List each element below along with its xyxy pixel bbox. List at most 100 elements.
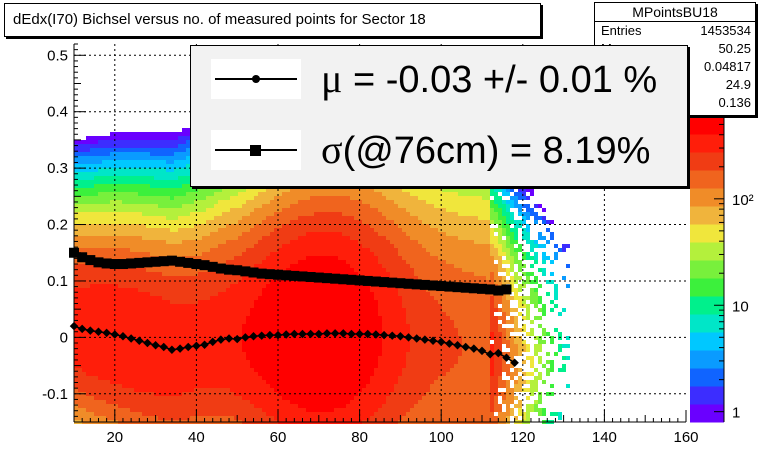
- heatmap-cell: [202, 296, 206, 300]
- heatmap-cell: [326, 212, 330, 216]
- heatmap-cell: [282, 232, 286, 236]
- heatmap-cell: [146, 352, 150, 356]
- heatmap-cell: [94, 268, 98, 272]
- heatmap-cell: [218, 344, 222, 348]
- heatmap-cell: [190, 316, 194, 320]
- heatmap-cell: [178, 156, 182, 160]
- heatmap-cell: [278, 256, 282, 260]
- heatmap-cell: [294, 212, 298, 216]
- heatmap-cell: [106, 204, 110, 208]
- heatmap-cell: [310, 260, 314, 264]
- heatmap-cell: [90, 244, 94, 248]
- heatmap-cell: [318, 228, 322, 232]
- heatmap-cell: [266, 192, 270, 196]
- heatmap-cell: [106, 232, 110, 236]
- heatmap-cell: [102, 400, 106, 404]
- heatmap-cell: [106, 244, 110, 248]
- heatmap-cell: [294, 408, 298, 412]
- heatmap-cell: [150, 224, 154, 228]
- heatmap-cell: [182, 304, 186, 308]
- heatmap-cell: [114, 132, 118, 136]
- heatmap-cell: [142, 272, 146, 276]
- heatmap-cell: [218, 324, 222, 328]
- heatmap-cell: [290, 284, 294, 288]
- heatmap-cell: [138, 184, 142, 188]
- heatmap-cell: [202, 352, 206, 356]
- heatmap-cell: [278, 416, 282, 420]
- heatmap-cell: [282, 260, 286, 264]
- heatmap-cell: [190, 340, 194, 344]
- heatmap-cell: [230, 372, 234, 376]
- heatmap-cell: [206, 256, 210, 260]
- heatmap-cell: [78, 220, 82, 224]
- heatmap-cell: [102, 184, 106, 188]
- heatmap-cell: [118, 304, 122, 308]
- heatmap-cell: [234, 408, 238, 412]
- heatmap-cell: [298, 400, 302, 404]
- heatmap-cell: [174, 168, 178, 172]
- heatmap-cell: [278, 352, 282, 356]
- heatmap-cell: [198, 360, 202, 364]
- heatmap-cell: [114, 196, 118, 200]
- heatmap-cell: [146, 316, 150, 320]
- heatmap-cell: [114, 356, 118, 360]
- heatmap-cell: [90, 192, 94, 196]
- heatmap-cell: [102, 144, 106, 148]
- heatmap-cell: [130, 316, 134, 320]
- heatmap-cell: [226, 340, 230, 344]
- heatmap-cell: [274, 256, 278, 260]
- heatmap-cell: [214, 324, 218, 328]
- heatmap-cell: [278, 396, 282, 400]
- heatmap-cell: [110, 280, 114, 284]
- heatmap-cell: [218, 224, 222, 228]
- heatmap-cell: [270, 228, 274, 232]
- heatmap-cell: [322, 292, 326, 296]
- heatmap-cell: [282, 192, 286, 196]
- heatmap-cell: [242, 384, 246, 388]
- heatmap-cell: [290, 364, 294, 368]
- heatmap-cell: [234, 312, 238, 316]
- heatmap-cell: [158, 244, 162, 248]
- heatmap-cell: [86, 216, 90, 220]
- heatmap-cell: [162, 184, 166, 188]
- heatmap-cell: [254, 196, 258, 200]
- heatmap-cell: [238, 372, 242, 376]
- heatmap-cell: [186, 140, 190, 144]
- heatmap-cell: [294, 188, 298, 192]
- heatmap-cell: [86, 276, 90, 280]
- heatmap-cell: [286, 208, 290, 212]
- heatmap-cell: [158, 308, 162, 312]
- heatmap-cell: [82, 404, 86, 408]
- heatmap-cell: [170, 268, 174, 272]
- heatmap-cell: [286, 348, 290, 352]
- heatmap-cell: [98, 136, 102, 140]
- heatmap-cell: [158, 292, 162, 296]
- heatmap-cell: [234, 416, 238, 420]
- heatmap-cell: [166, 240, 170, 244]
- heatmap-cell: [162, 172, 166, 176]
- heatmap-cell: [138, 324, 142, 328]
- heatmap-cell: [194, 404, 198, 408]
- heatmap-cell: [254, 288, 258, 292]
- heatmap-cell: [126, 232, 130, 236]
- heatmap-cell: [126, 184, 130, 188]
- heatmap-cell: [98, 356, 102, 360]
- heatmap-cell: [266, 280, 270, 284]
- heatmap-cell: [78, 300, 82, 304]
- heatmap-cell: [146, 204, 150, 208]
- heatmap-cell: [218, 272, 222, 276]
- heatmap-cell: [254, 368, 258, 372]
- heatmap-cell: [282, 368, 286, 372]
- heatmap-cell: [242, 204, 246, 208]
- heatmap-cell: [206, 192, 210, 196]
- heatmap-cell: [270, 260, 274, 264]
- heatmap-cell: [146, 304, 150, 308]
- heatmap-cell: [106, 252, 110, 256]
- heatmap-cell: [110, 360, 114, 364]
- heatmap-cell: [286, 376, 290, 380]
- heatmap-cell: [154, 204, 158, 208]
- heatmap-cell: [110, 180, 114, 184]
- heatmap-cell: [302, 204, 306, 208]
- heatmap-cell: [170, 360, 174, 364]
- heatmap-cell: [314, 360, 318, 364]
